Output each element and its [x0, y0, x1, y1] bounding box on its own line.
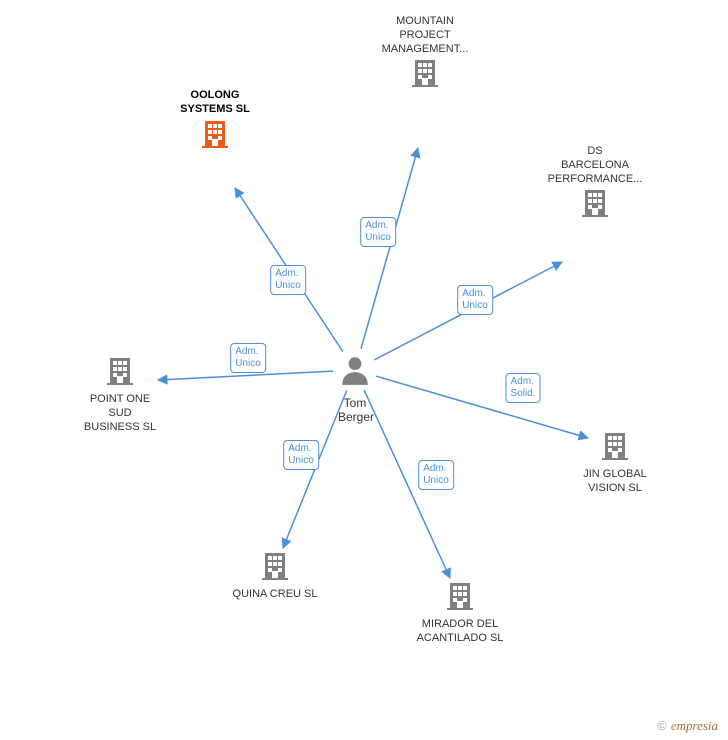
company-label: QUINA CREU SL	[215, 588, 335, 602]
edge-label: Adm.Unico	[283, 440, 319, 470]
company-node-mirador: MIRADOR DELACANTILADO SL	[400, 579, 520, 646]
building-icon	[259, 549, 291, 586]
edge-label: Adm.Solid.	[505, 373, 540, 403]
company-node-oolong: OOLONGSYSTEMS SL	[155, 87, 275, 154]
building-icon	[409, 56, 441, 93]
building-icon	[599, 429, 631, 466]
company-label: OOLONGSYSTEMS SL	[155, 89, 275, 117]
company-node-mountain: MOUNTAINPROJECTMANAGEMENT...	[365, 13, 485, 93]
company-label: JIN GLOBALVISION SL	[555, 468, 675, 496]
diagram-canvas: Tom Berger OOLONGSYSTEMS SL MOUNTAINPROJE…	[0, 0, 728, 740]
edge-label: Adm.Unico	[360, 217, 396, 247]
brand-rest: mpresia	[677, 718, 718, 733]
company-label: MOUNTAINPROJECTMANAGEMENT...	[365, 15, 485, 56]
edge-label: Adm.Unico	[230, 343, 266, 373]
company-label: MIRADOR DELACANTILADO SL	[400, 618, 520, 646]
building-icon	[199, 117, 231, 154]
center-label: Tom Berger	[338, 396, 372, 424]
company-node-ds: DSBARCELONAPERFORMANCE...	[535, 143, 655, 223]
edge-line	[361, 148, 418, 349]
building-icon	[444, 579, 476, 616]
building-icon	[104, 354, 136, 391]
building-icon	[579, 186, 611, 223]
center-person: Tom Berger	[338, 353, 372, 424]
edge-label: Adm.Unico	[418, 460, 454, 490]
person-icon	[338, 353, 372, 392]
company-label: DSBARCELONAPERFORMANCE...	[535, 145, 655, 186]
company-label: POINT ONESUDBUSINESS SL	[60, 393, 180, 434]
edge-label: Adm.Unico	[270, 265, 306, 295]
company-node-jin: JIN GLOBALVISION SL	[555, 429, 675, 496]
company-node-quina: QUINA CREU SL	[215, 549, 335, 602]
copyright-symbol: ©	[657, 718, 667, 733]
edge-label: Adm.Unico	[457, 285, 493, 315]
company-node-point: POINT ONESUDBUSINESS SL	[60, 354, 180, 434]
watermark: ©empresia	[657, 718, 718, 734]
